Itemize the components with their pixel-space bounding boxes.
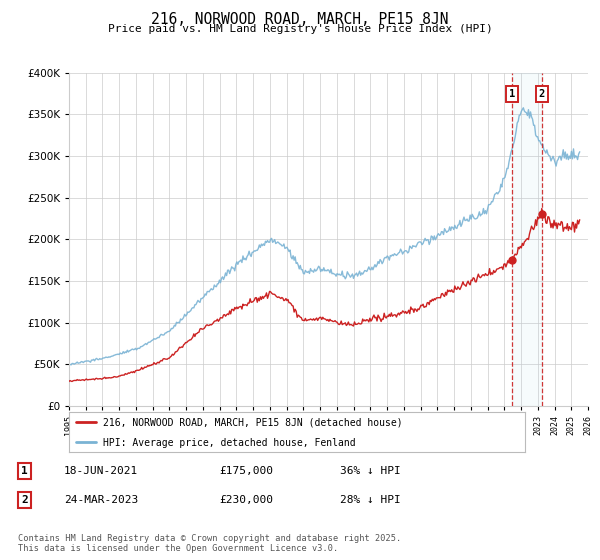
Text: 18-JUN-2021: 18-JUN-2021	[64, 466, 138, 476]
Text: £230,000: £230,000	[220, 496, 274, 505]
Text: Price paid vs. HM Land Registry's House Price Index (HPI): Price paid vs. HM Land Registry's House …	[107, 24, 493, 34]
Text: 1: 1	[509, 88, 515, 99]
Text: 216, NORWOOD ROAD, MARCH, PE15 8JN (detached house): 216, NORWOOD ROAD, MARCH, PE15 8JN (deta…	[103, 418, 403, 428]
Text: 1: 1	[21, 466, 28, 476]
Text: HPI: Average price, detached house, Fenland: HPI: Average price, detached house, Fenl…	[103, 438, 356, 448]
Bar	[512, 73, 542, 406]
Text: 216, NORWOOD ROAD, MARCH, PE15 8JN: 216, NORWOOD ROAD, MARCH, PE15 8JN	[151, 12, 449, 27]
Text: 2: 2	[21, 496, 28, 505]
Text: 28% ↓ HPI: 28% ↓ HPI	[340, 496, 401, 505]
Text: 2: 2	[538, 88, 545, 99]
Text: Contains HM Land Registry data © Crown copyright and database right 2025.
This d: Contains HM Land Registry data © Crown c…	[18, 534, 401, 553]
Text: 36% ↓ HPI: 36% ↓ HPI	[340, 466, 401, 476]
Text: £175,000: £175,000	[220, 466, 274, 476]
Text: 24-MAR-2023: 24-MAR-2023	[64, 496, 138, 505]
